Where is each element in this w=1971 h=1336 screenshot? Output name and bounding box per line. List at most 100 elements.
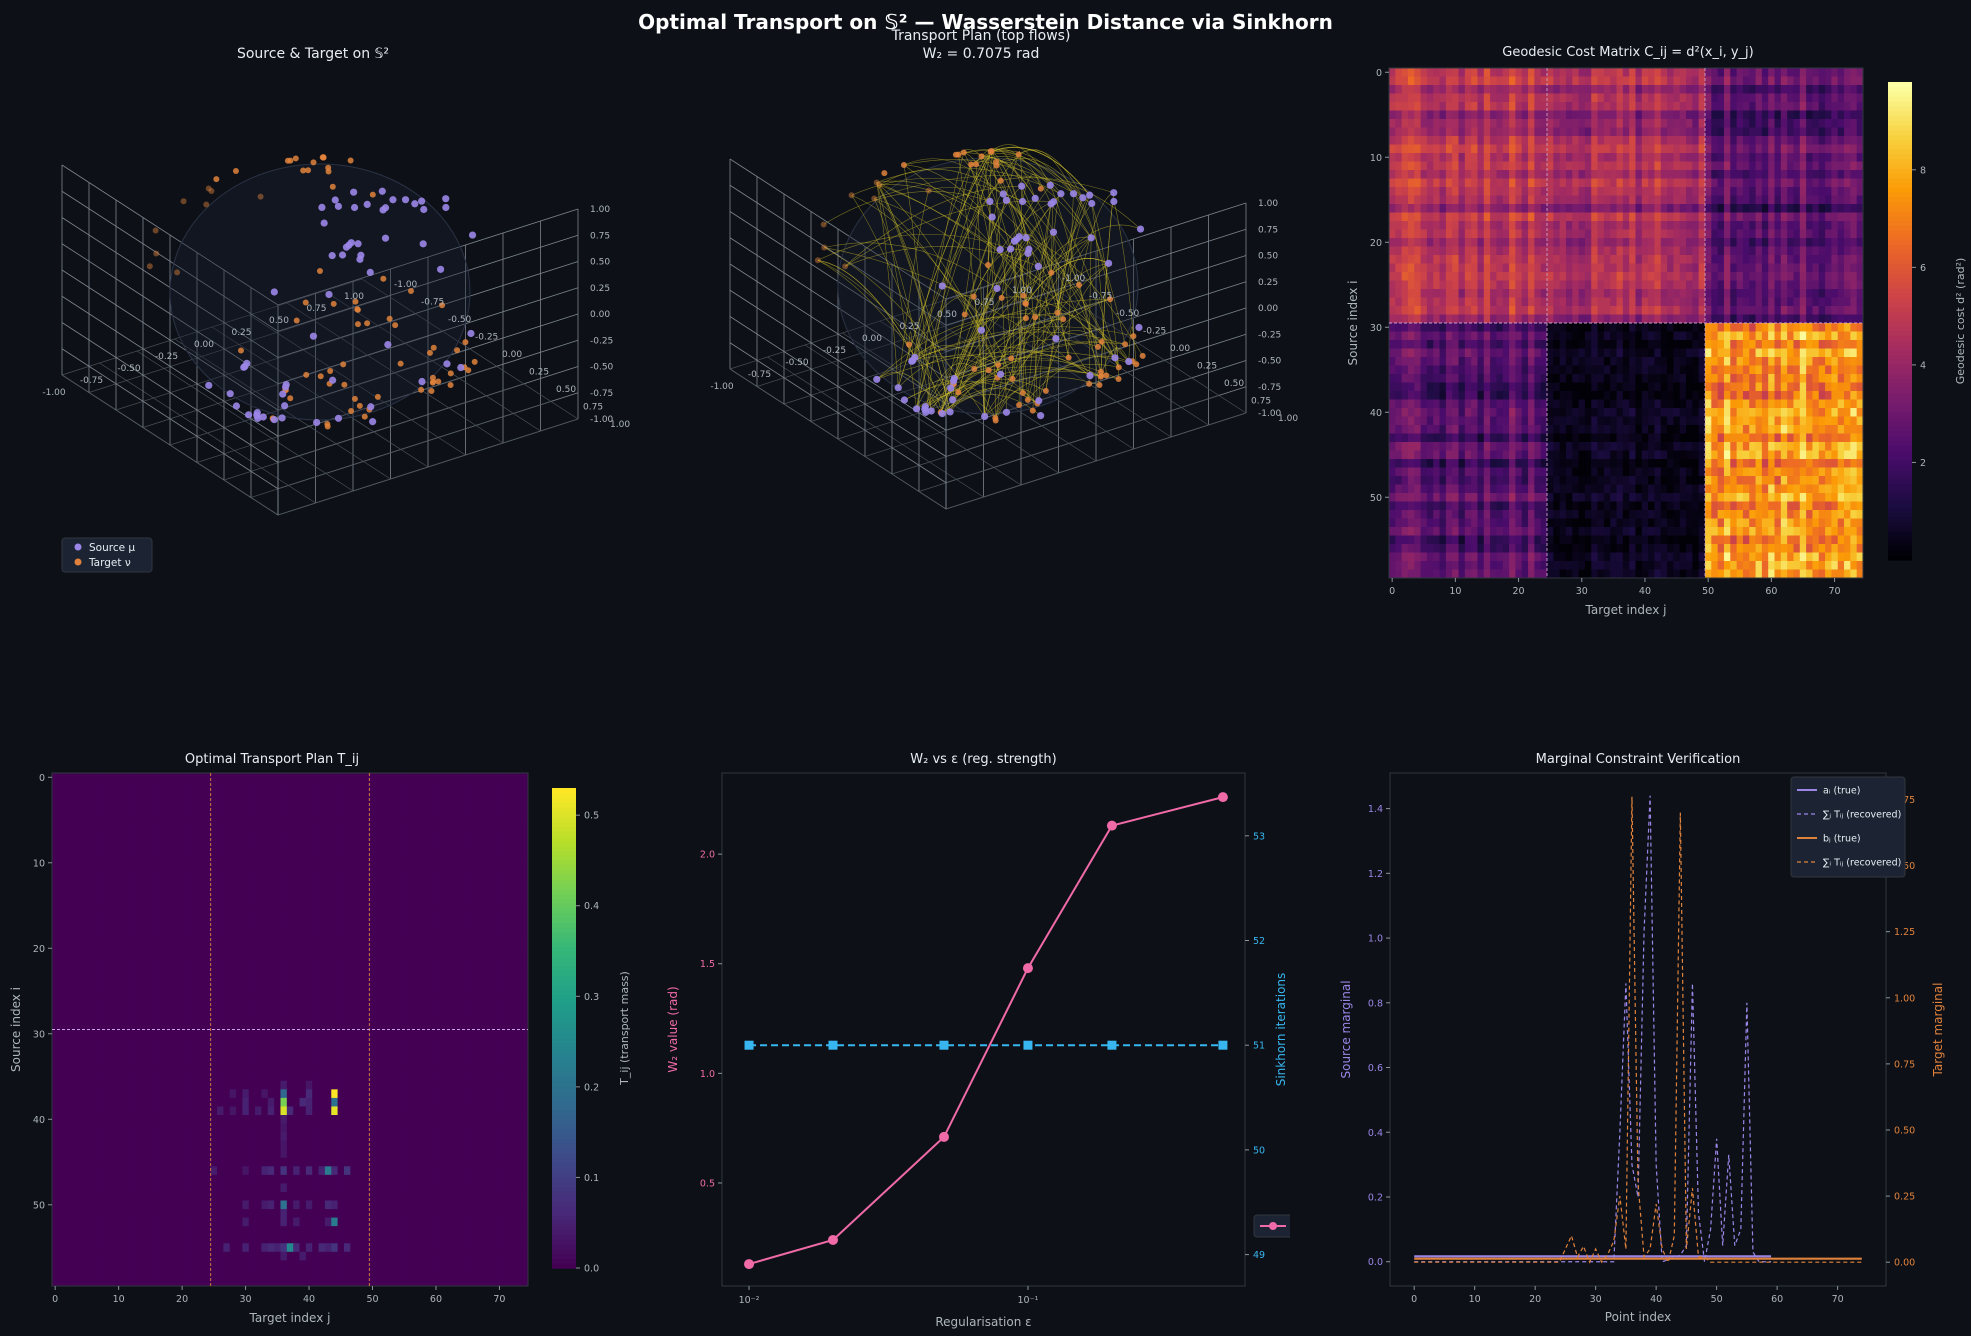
p3-cell	[1787, 442, 1794, 451]
source-target-sphere-panel: Source & Target on 𝕊²-1.00-1.00-1.00-0.7…	[42, 46, 630, 573]
p3-cell	[1584, 255, 1592, 264]
p3-cell	[1856, 93, 1864, 103]
p3-cell	[1420, 340, 1428, 349]
p3-cell	[1452, 416, 1459, 426]
p3-cell	[1806, 501, 1813, 511]
p2-flow-line	[942, 285, 999, 366]
p3-cell	[1793, 340, 1801, 349]
p3-cell	[1407, 119, 1415, 128]
p3-cell	[1793, 357, 1801, 366]
p3-cell	[1591, 408, 1598, 417]
p3-cell	[1622, 535, 1630, 545]
p3-cell	[1559, 493, 1567, 502]
p3-cell	[1654, 76, 1662, 86]
p3-cell	[1723, 484, 1731, 494]
p3-cell	[1755, 425, 1763, 434]
p3-cell	[1818, 102, 1826, 111]
p3-cell	[1856, 399, 1864, 409]
p3-cell	[1578, 238, 1586, 247]
p3-cell	[1844, 433, 1851, 443]
p1-z-tick: -0.75	[590, 389, 613, 399]
p3-cell	[1850, 348, 1858, 358]
p3-cell	[1787, 365, 1794, 375]
p3-cell	[1597, 170, 1605, 179]
p3-cell	[1458, 187, 1466, 196]
p3-cell	[1452, 212, 1459, 222]
p3-cell	[1452, 314, 1459, 324]
p3-cell	[1572, 527, 1579, 536]
p3-cell	[1597, 442, 1605, 451]
p3-cell	[1629, 484, 1636, 494]
p3-cell	[1730, 484, 1737, 494]
p3-cell	[1793, 501, 1801, 511]
p3-cell	[1850, 204, 1858, 213]
p3-cell	[1616, 416, 1624, 426]
p3-cell	[1755, 178, 1763, 188]
p3-cell	[1439, 187, 1447, 196]
p2-source-point	[927, 407, 935, 415]
p3-cell	[1389, 127, 1396, 137]
p3-cell	[1831, 374, 1839, 383]
p3-cell	[1578, 501, 1586, 511]
p3-cell	[1856, 314, 1864, 324]
p3-cell	[1622, 187, 1630, 196]
p3-cell	[1540, 144, 1548, 154]
p3-cell	[1458, 68, 1466, 77]
p3-cell	[1572, 238, 1579, 247]
p3-cell	[1597, 348, 1605, 358]
p3-cell	[1825, 382, 1832, 392]
p3-cell	[1629, 263, 1636, 273]
p3-cell	[1515, 476, 1523, 485]
p3-cell	[1483, 510, 1491, 519]
p3-cell	[1692, 323, 1700, 332]
p3-cell	[1502, 119, 1510, 128]
p3-cell	[1730, 76, 1737, 86]
p3-cell	[1401, 340, 1409, 349]
p3-cell	[1616, 459, 1624, 468]
p3-cell	[1597, 391, 1605, 400]
p3-cell	[1622, 425, 1630, 434]
p3-cell	[1565, 195, 1573, 205]
p3-cell	[1654, 272, 1662, 281]
p3-cell	[1742, 204, 1750, 213]
p3-cell	[1749, 416, 1756, 426]
p3-cell	[1414, 331, 1421, 341]
p3-cell	[1401, 476, 1409, 485]
p3-cell	[1540, 501, 1548, 511]
p3-cell	[1610, 552, 1617, 562]
p3-cell	[1591, 170, 1598, 179]
p3-cell	[1825, 467, 1832, 477]
p3-cell	[1825, 484, 1832, 494]
p3-cell	[1660, 280, 1668, 290]
p3-cell	[1654, 144, 1662, 154]
p3-cell	[1629, 374, 1636, 383]
p3-cell	[1616, 272, 1624, 281]
p3-cell	[1711, 433, 1719, 443]
p3-cell	[1496, 527, 1504, 536]
p3-cell	[1793, 212, 1801, 222]
p3-cell	[1660, 331, 1668, 341]
p3-cell	[1831, 76, 1839, 86]
p3-cell	[1610, 263, 1617, 273]
p3-cell	[1749, 170, 1756, 179]
p3-cell	[1584, 93, 1592, 103]
p3-cell	[1635, 544, 1643, 553]
p3-cell	[1812, 93, 1820, 103]
p3-cell	[1755, 195, 1763, 205]
p3-cell	[1509, 476, 1516, 485]
p3-cell	[1799, 323, 1807, 332]
p3-cell	[1667, 187, 1674, 196]
p3-cell	[1426, 340, 1434, 349]
p3-cell	[1648, 229, 1655, 239]
p3-cell	[1496, 187, 1504, 196]
p3-cell	[1464, 76, 1472, 86]
p3-cell	[1736, 331, 1744, 341]
p3-cell	[1426, 127, 1434, 137]
p3-cell	[1401, 527, 1409, 536]
p3-cell	[1686, 272, 1693, 281]
p3-cell	[1679, 102, 1687, 111]
p3-cell	[1723, 433, 1731, 443]
p3-cell	[1547, 136, 1554, 145]
p3-cell	[1426, 476, 1434, 485]
p3-cell	[1458, 552, 1466, 562]
